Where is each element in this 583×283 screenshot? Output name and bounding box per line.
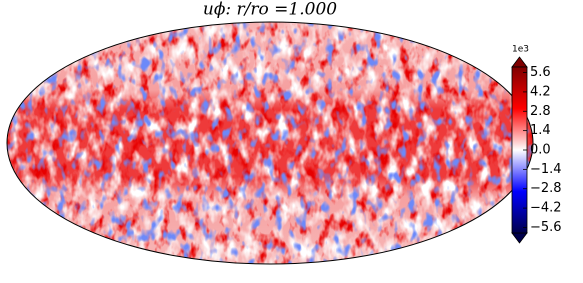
colorbar-extend-max [511, 56, 528, 68]
colorbar-tick-label: 1.4 [530, 123, 551, 138]
colorbar: 5.6 4.2 2.8 1.4 0.0 −1.4 −2.8 −4.2 −5.6 [511, 56, 562, 244]
colorbar-extend-min [511, 232, 528, 244]
colorbar-tick-label: −2.8 [530, 181, 562, 196]
colorbar-offset: 1e3 [512, 45, 529, 55]
colorbar-tick-label: 0.0 [530, 143, 551, 158]
chart-title: uϕ: r/ro =1.000 [203, 0, 337, 20]
colorbar-tick-label: 5.6 [530, 65, 551, 80]
colorbar-tick-label: 4.2 [530, 84, 551, 99]
map-outline [6, 21, 534, 265]
colorbar-tick-label: −4.2 [530, 201, 562, 216]
colorbar-tick-label: −1.4 [530, 162, 562, 177]
colorbar-tick-label: −5.6 [530, 220, 562, 235]
map-field [7, 22, 533, 264]
colorbar-tick-label: 2.8 [530, 104, 551, 119]
